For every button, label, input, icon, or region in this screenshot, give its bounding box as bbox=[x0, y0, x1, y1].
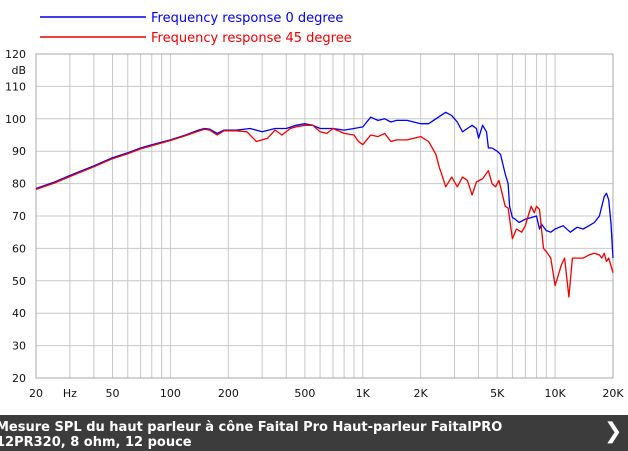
plot-frame bbox=[35, 53, 614, 379]
legend-label-0-degree: Frequency response 0 degree bbox=[151, 11, 343, 26]
x-tick-label: 500 bbox=[294, 387, 315, 400]
y-tick-label: 20 bbox=[12, 372, 26, 385]
x-tick-label: 5K bbox=[490, 387, 505, 400]
y-tick-label: 60 bbox=[12, 242, 26, 255]
y-tick-label: 110 bbox=[5, 80, 26, 93]
x-tick-label: 1K bbox=[356, 387, 371, 400]
legend-label-45-degree: Frequency response 45 degree bbox=[151, 31, 352, 46]
x-tick-label: 10K bbox=[544, 387, 566, 400]
chart-series bbox=[35, 111, 614, 298]
frequency-response-chart: 20 30 40 50 60 70 80 90 100 110 120 dB 20 Hz 50 100 200 5… bbox=[5, 11, 624, 400]
series-line-0-degree bbox=[35, 111, 614, 259]
x-tick-label: 20 bbox=[29, 387, 43, 400]
chart-legend: Frequency response 0 degree Frequency res… bbox=[40, 11, 352, 46]
y-axis-unit-label: dB bbox=[11, 64, 26, 77]
x-tick-label: 100 bbox=[160, 387, 181, 400]
x-tick-label: 20K bbox=[602, 387, 624, 400]
chart-axes: 20 30 40 50 60 70 80 90 100 110 120 dB 20 Hz 50 100 200 5… bbox=[5, 48, 624, 400]
image-caption: Mesure SPL du haut parleur à cône Faital… bbox=[0, 420, 503, 450]
y-tick-label: 50 bbox=[12, 275, 26, 288]
y-tick-label: 30 bbox=[12, 340, 26, 353]
x-tick-label: 200 bbox=[218, 387, 239, 400]
close-chevron-icon[interactable]: ❯ bbox=[604, 419, 623, 444]
y-tick-label: 80 bbox=[12, 178, 26, 191]
y-tick-label: 120 bbox=[5, 48, 26, 61]
series-line-45-degree bbox=[35, 124, 614, 298]
x-tick-label: 2K bbox=[414, 387, 429, 400]
y-tick-label: 70 bbox=[12, 210, 26, 223]
y-tick-label: 90 bbox=[12, 145, 26, 158]
x-tick-label: 50 bbox=[106, 387, 120, 400]
y-tick-label: 100 bbox=[5, 113, 26, 126]
y-tick-label: 40 bbox=[12, 307, 26, 320]
chart-grid bbox=[35, 53, 614, 379]
x-tick-label: Hz bbox=[63, 387, 77, 400]
image-caption-bar: Mesure SPL du haut parleur à cône Faital… bbox=[0, 415, 628, 451]
